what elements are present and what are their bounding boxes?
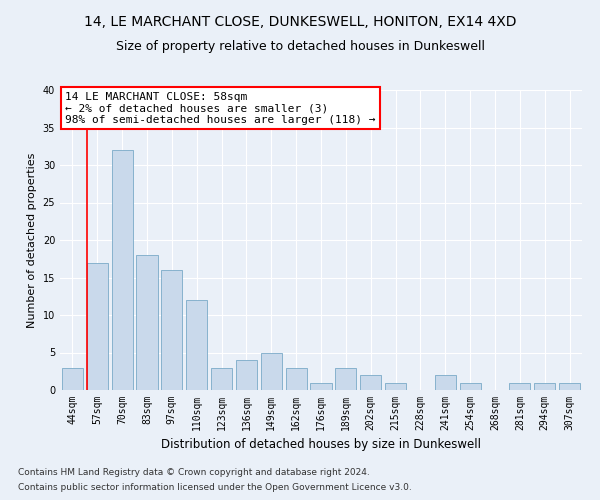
Text: Contains HM Land Registry data © Crown copyright and database right 2024.: Contains HM Land Registry data © Crown c… — [18, 468, 370, 477]
Text: Contains public sector information licensed under the Open Government Licence v3: Contains public sector information licen… — [18, 483, 412, 492]
Bar — [460, 382, 481, 390]
Bar — [310, 382, 332, 390]
Bar — [509, 382, 530, 390]
Bar — [360, 375, 381, 390]
Text: 14, LE MARCHANT CLOSE, DUNKESWELL, HONITON, EX14 4XD: 14, LE MARCHANT CLOSE, DUNKESWELL, HONIT… — [84, 15, 516, 29]
Bar — [385, 382, 406, 390]
Bar — [261, 352, 282, 390]
Bar — [62, 368, 83, 390]
Text: 14 LE MARCHANT CLOSE: 58sqm
← 2% of detached houses are smaller (3)
98% of semi-: 14 LE MARCHANT CLOSE: 58sqm ← 2% of deta… — [65, 92, 376, 124]
Bar — [112, 150, 133, 390]
Bar — [335, 368, 356, 390]
Bar — [211, 368, 232, 390]
Bar — [435, 375, 456, 390]
Bar — [559, 382, 580, 390]
Y-axis label: Number of detached properties: Number of detached properties — [27, 152, 37, 328]
Bar — [286, 368, 307, 390]
X-axis label: Distribution of detached houses by size in Dunkeswell: Distribution of detached houses by size … — [161, 438, 481, 452]
Bar — [161, 270, 182, 390]
Bar — [534, 382, 555, 390]
Bar — [87, 262, 108, 390]
Bar — [236, 360, 257, 390]
Bar — [186, 300, 207, 390]
Bar — [136, 255, 158, 390]
Text: Size of property relative to detached houses in Dunkeswell: Size of property relative to detached ho… — [115, 40, 485, 53]
